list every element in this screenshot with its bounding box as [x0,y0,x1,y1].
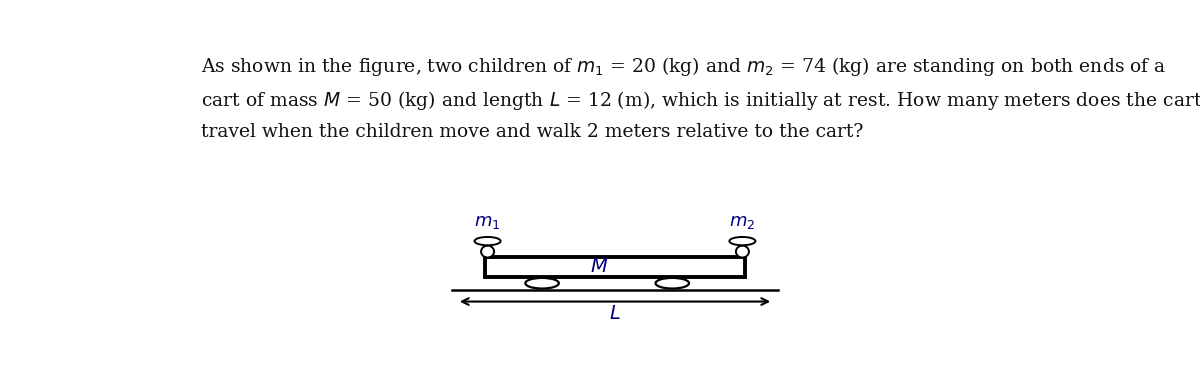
Text: travel when the children move and walk 2 meters relative to the cart?: travel when the children move and walk 2… [202,123,864,141]
Text: $L$: $L$ [610,305,620,323]
Text: cart of mass $M$ = 50 (kg) and length $L$ = 12 (m), which is initially at rest. : cart of mass $M$ = 50 (kg) and length $L… [202,89,1200,112]
Circle shape [730,237,756,245]
Bar [485,258,745,277]
Ellipse shape [481,246,494,258]
Text: As shown in the figure, two children of $m_1$ = 20 (kg) and $m_2$ = 74 (kg) are : As shown in the figure, two children of … [202,55,1166,78]
Text: $m_2$: $m_2$ [730,213,756,231]
Text: $M$: $M$ [590,258,608,276]
Text: $m_1$: $m_1$ [474,213,500,231]
Ellipse shape [736,246,749,258]
Circle shape [474,237,500,245]
Circle shape [526,278,559,288]
Circle shape [655,278,689,288]
